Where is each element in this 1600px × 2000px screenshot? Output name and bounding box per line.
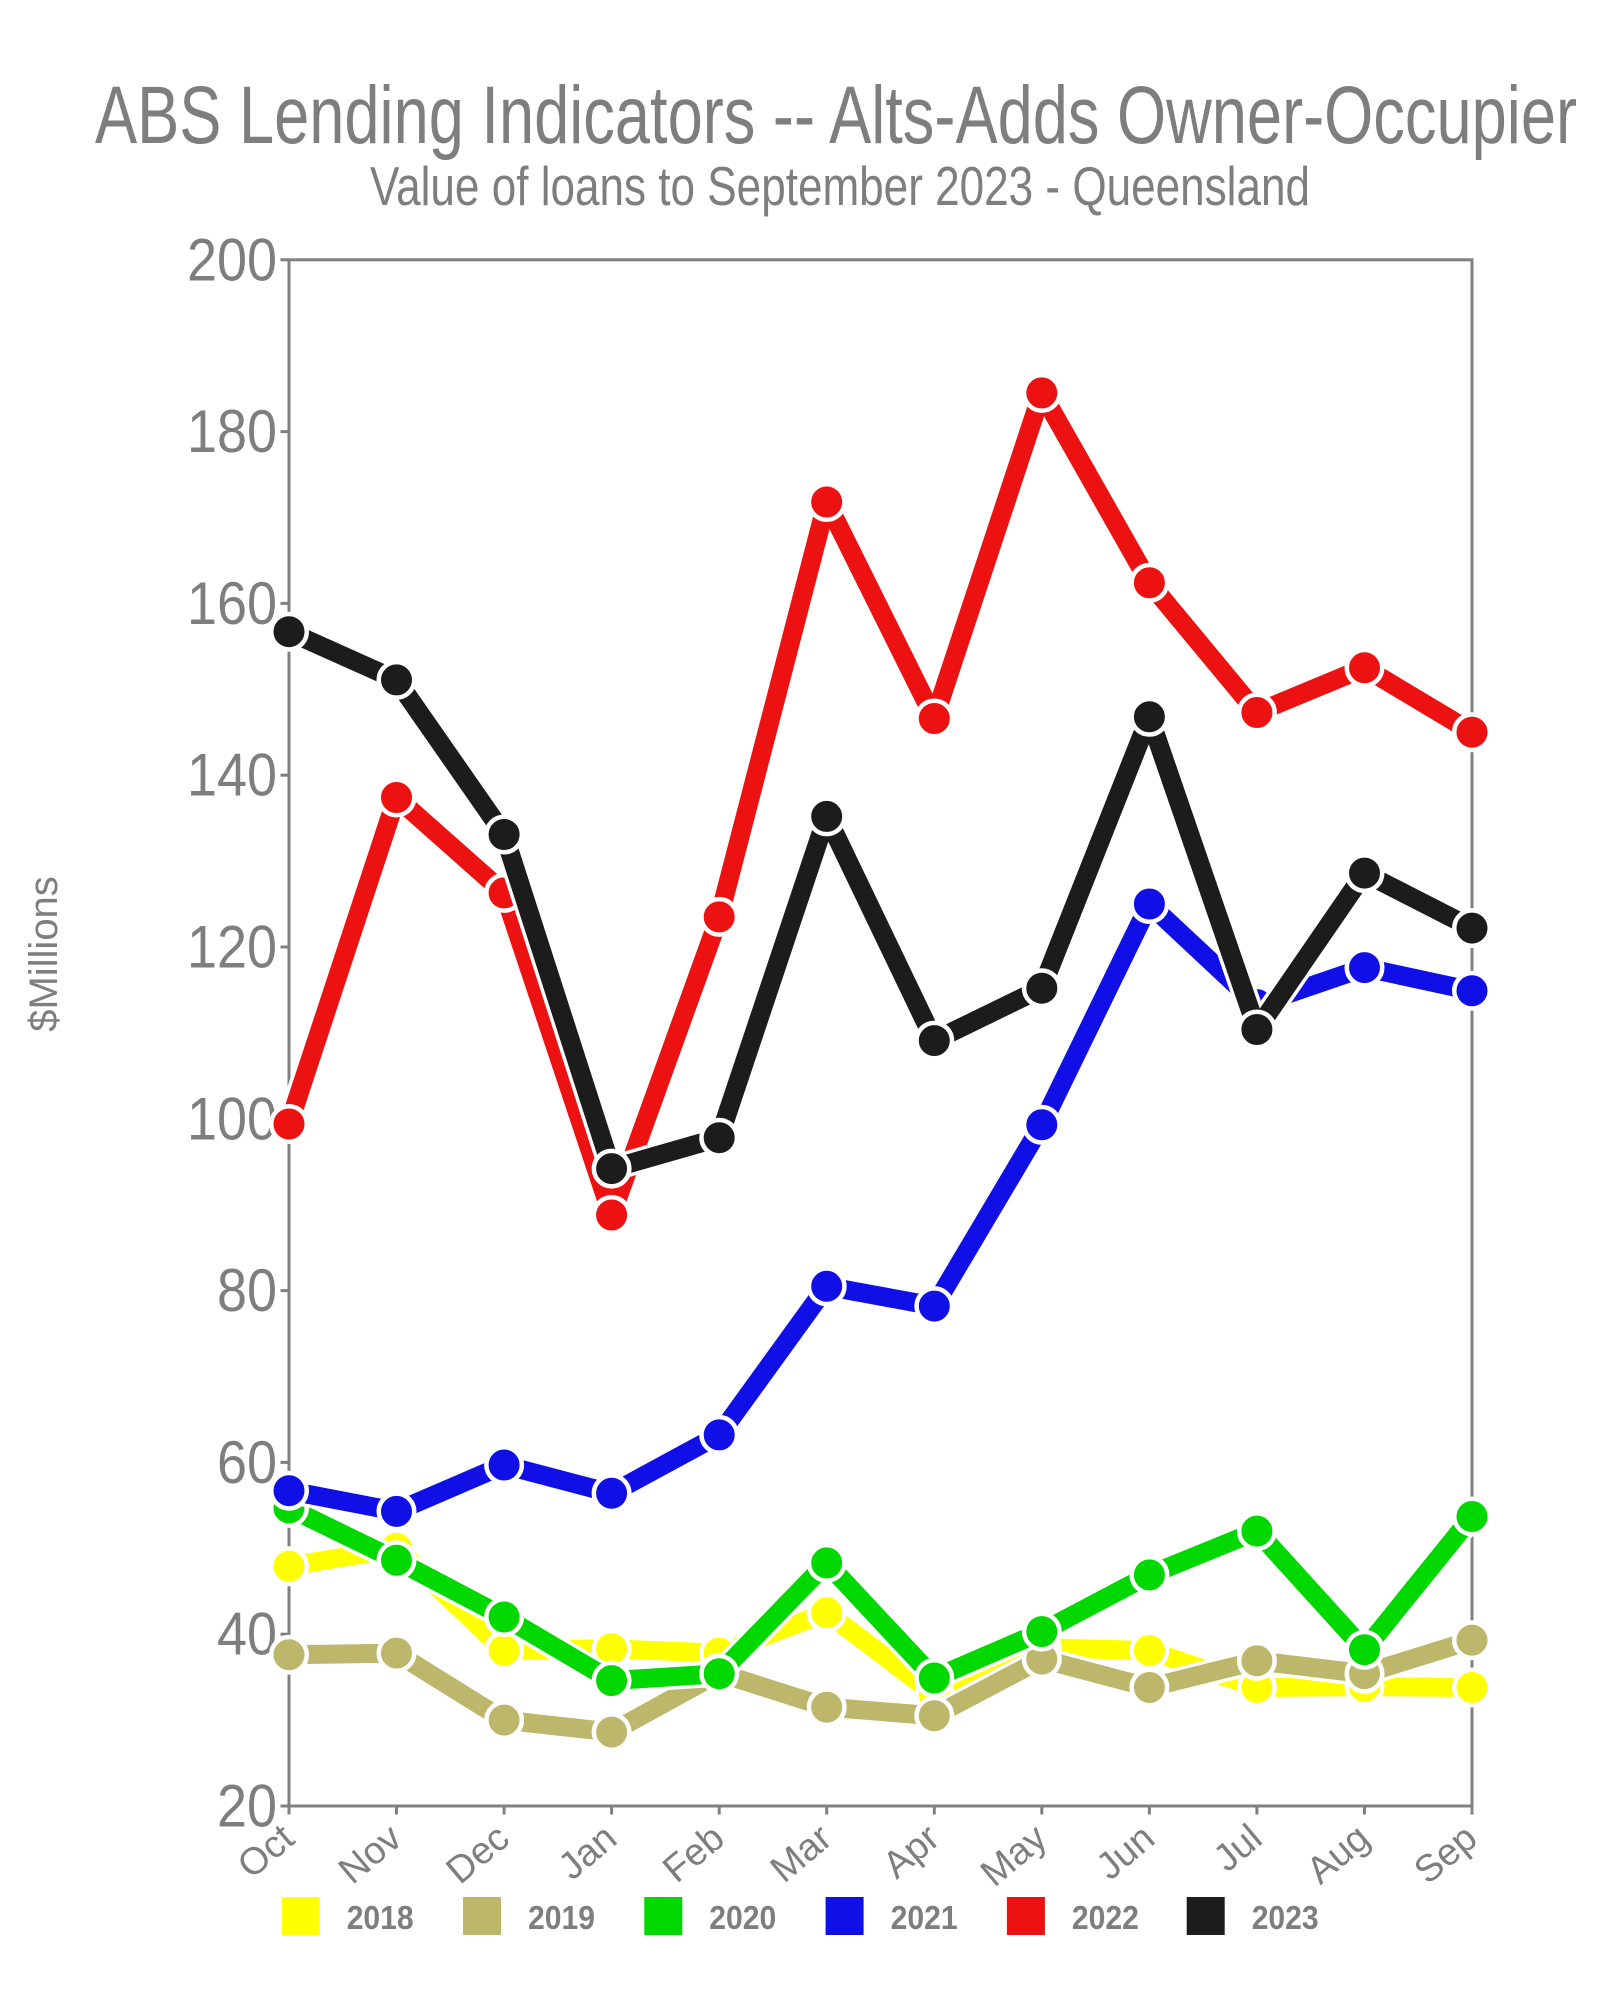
svg-text:Value of loans to September 20: Value of loans to September 2023 - Queen… <box>370 155 1310 217</box>
svg-text:2019: 2019 <box>528 1899 595 1936</box>
svg-text:20: 20 <box>217 1773 277 1840</box>
svg-text:2018: 2018 <box>347 1899 414 1936</box>
svg-text:180: 180 <box>187 398 277 465</box>
svg-text:140: 140 <box>187 742 277 809</box>
svg-text:2021: 2021 <box>891 1899 958 1936</box>
svg-text:160: 160 <box>187 570 277 637</box>
svg-text:2020: 2020 <box>709 1899 776 1936</box>
svg-text:120: 120 <box>187 914 277 981</box>
svg-text:80: 80 <box>217 1257 277 1324</box>
svg-text:100: 100 <box>187 1085 277 1152</box>
svg-text:2023: 2023 <box>1252 1899 1319 1936</box>
svg-text:200: 200 <box>187 226 277 293</box>
svg-text:2022: 2022 <box>1072 1899 1139 1936</box>
svg-text:$Millions: $Millions <box>22 876 66 1032</box>
svg-text:60: 60 <box>217 1429 277 1496</box>
svg-text:40: 40 <box>217 1601 277 1668</box>
svg-text:ABS Lending Indicators -- Alts: ABS Lending Indicators -- Alts-Adds Owne… <box>95 70 1577 161</box>
